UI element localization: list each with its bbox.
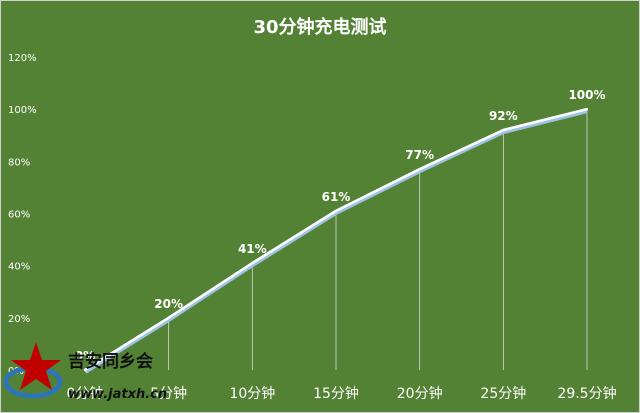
x-tick-label: 15分钟 <box>313 385 359 402</box>
data-point <box>334 209 338 213</box>
data-label: 100% <box>568 88 605 102</box>
x-tick-label: 29.5分钟 <box>557 385 616 402</box>
watermark-name: 吉安同乡会 <box>68 351 153 372</box>
y-tick-label: 100% <box>8 105 37 116</box>
data-point <box>502 128 505 132</box>
data-labels: 0% 20% 41% 61% 77% 92% 100% <box>75 88 606 363</box>
series-line <box>83 107 589 374</box>
x-tick-label: 10分钟 <box>229 385 275 402</box>
watermark-logo: 吉安同乡会 www.jatxh.cn <box>3 342 167 402</box>
data-point <box>167 316 170 320</box>
y-axis: 0%20%40%60%80%100%120% <box>8 53 37 377</box>
y-tick-label: 60% <box>8 210 30 221</box>
star-icon <box>11 342 61 390</box>
chart-title: 30分钟充电测试 <box>253 16 386 38</box>
y-tick-label: 20% <box>8 314 30 325</box>
data-point <box>251 261 254 265</box>
x-tick-label: 0分钟 <box>67 385 104 402</box>
drop-lines <box>168 109 588 370</box>
x-axis: 0分钟 5分钟 10分钟 15分钟 20分钟 25分钟 29.5分钟 <box>67 385 617 402</box>
y-tick-label: 120% <box>8 53 37 64</box>
y-tick-label: 40% <box>8 262 30 273</box>
x-tick-label: 20分钟 <box>397 385 443 402</box>
x-tick-label: 25分钟 <box>480 385 526 402</box>
y-tick-label: 80% <box>8 157 30 168</box>
data-point <box>585 107 589 111</box>
data-label: 0% <box>75 349 95 363</box>
data-label: 61% <box>322 190 351 204</box>
data-point <box>83 368 87 372</box>
data-label: 20% <box>154 297 183 311</box>
data-label: 41% <box>238 242 267 256</box>
data-label: 77% <box>405 148 434 162</box>
data-label: 92% <box>489 109 518 123</box>
x-tick-label: 5分钟 <box>150 385 187 402</box>
watermark-url: www.jatxh.cn <box>68 387 167 402</box>
data-point <box>418 167 421 171</box>
